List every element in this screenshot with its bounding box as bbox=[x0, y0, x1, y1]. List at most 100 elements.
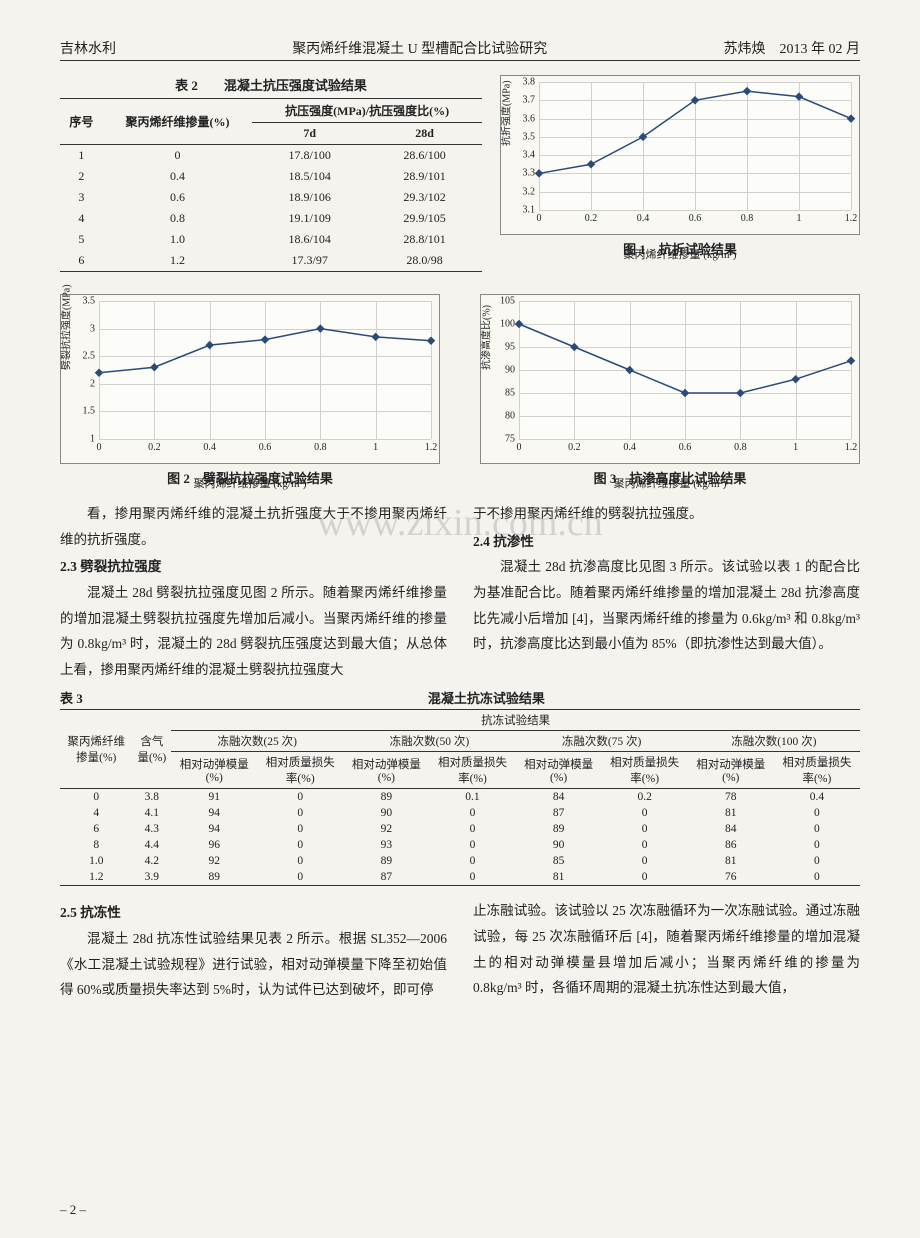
t3-subhead: 相对质量损失率(%) bbox=[774, 752, 860, 789]
table-cell: 0 bbox=[774, 837, 860, 853]
table-cell: 0 bbox=[602, 853, 688, 869]
table-2: 表 2 混凝土抗压强度试验结果 序号 聚丙烯纤维掺量(%) 抗压强度(MPa)/… bbox=[60, 75, 482, 272]
table-cell: 0 bbox=[429, 837, 515, 853]
table-cell: 28.9/101 bbox=[367, 166, 482, 187]
header-title: 聚丙烯纤维混凝土 U 型槽配合比试验研究 bbox=[116, 38, 724, 58]
col-left-lower: 2.5 抗冻性 混凝土 28d 抗冻性试验结果见表 2 所示。根据 SL352—… bbox=[60, 898, 447, 1003]
page: { "header": { "left": "吉林水利", "center": … bbox=[0, 0, 920, 1238]
table-cell: 28.6/100 bbox=[367, 145, 482, 167]
table-cell: 0 bbox=[774, 805, 860, 821]
table-cell: 0 bbox=[257, 805, 343, 821]
table-2-grid: 序号 聚丙烯纤维掺量(%) 抗压强度(MPa)/抗压强度比(%) 7d 28d … bbox=[60, 98, 482, 272]
header-left: 吉林水利 bbox=[60, 38, 116, 58]
chart-2-frame: 11.522.533.500.20.40.60.811.2劈裂抗拉强度(MPa)… bbox=[60, 294, 440, 464]
table-cell: 0 bbox=[602, 805, 688, 821]
table-cell: 0 bbox=[774, 869, 860, 886]
table-cell: 8 bbox=[60, 837, 133, 853]
table-cell: 89 bbox=[516, 821, 602, 837]
top-row: 表 2 混凝土抗压强度试验结果 序号 聚丙烯纤维掺量(%) 抗压强度(MPa)/… bbox=[60, 75, 860, 272]
th-seq: 序号 bbox=[60, 99, 103, 145]
table-cell: 89 bbox=[171, 869, 257, 886]
para-2-5-right: 止冻融试验。该试验以 25 次冻融循环为一次冻融试验。通过冻融试验，每 25 次… bbox=[473, 898, 860, 1001]
t3-subhead: 相对动弹模量(%) bbox=[343, 752, 429, 789]
table-cell: 87 bbox=[343, 869, 429, 886]
page-header: 吉林水利 聚丙烯纤维混凝土 U 型槽配合比试验研究 苏炜焕 2013 年 02 … bbox=[60, 38, 860, 61]
table-cell: 0 bbox=[602, 837, 688, 853]
t3-superhead: 抗冻试验结果 bbox=[171, 710, 860, 731]
table-cell: 0.8 bbox=[103, 208, 253, 229]
table-cell: 94 bbox=[171, 821, 257, 837]
table-3-grid: 聚丙烯纤维掺量(%) 含气量(%) 抗冻试验结果 冻融次数(25 次) 冻融次数… bbox=[60, 709, 860, 886]
heading-2-3: 2.3 劈裂抗拉强度 bbox=[60, 554, 447, 580]
table-cell: 0 bbox=[257, 789, 343, 806]
chart-1-frame: 3.13.23.33.43.53.63.73.800.20.40.60.811.… bbox=[500, 75, 860, 235]
chart-1: 3.13.23.33.43.53.63.73.800.20.40.60.811.… bbox=[500, 75, 860, 258]
mid-charts: 11.522.533.500.20.40.60.811.2劈裂抗拉强度(MPa)… bbox=[60, 294, 860, 487]
table-3-caption: 混凝土抗冻试验结果 bbox=[113, 688, 860, 707]
th-strength: 抗压强度(MPa)/抗压强度比(%) bbox=[252, 99, 482, 123]
chart-2: 11.522.533.500.20.40.60.811.2劈裂抗拉强度(MPa)… bbox=[60, 294, 440, 487]
table-cell: 18.5/104 bbox=[252, 166, 367, 187]
table-cell: 89 bbox=[343, 789, 429, 806]
table-cell: 1.2 bbox=[103, 250, 253, 272]
chart-3: 758085909510010500.20.40.60.811.2抗渗高度比(%… bbox=[480, 294, 860, 487]
table-cell: 1.0 bbox=[103, 229, 253, 250]
t3-subhead: 相对质量损失率(%) bbox=[257, 752, 343, 789]
table-cell: 0 bbox=[774, 821, 860, 837]
table-cell: 19.1/109 bbox=[252, 208, 367, 229]
th-7d: 7d bbox=[252, 123, 367, 145]
lower-columns: 2.5 抗冻性 混凝土 28d 抗冻性试验结果见表 2 所示。根据 SL352—… bbox=[60, 898, 860, 1003]
table-cell: 81 bbox=[688, 805, 774, 821]
table-cell: 78 bbox=[688, 789, 774, 806]
table-cell: 0 bbox=[429, 853, 515, 869]
t3-subhead: 相对质量损失率(%) bbox=[602, 752, 688, 789]
th-28d: 28d bbox=[367, 123, 482, 145]
table-cell: 84 bbox=[688, 821, 774, 837]
table-cell: 4.3 bbox=[133, 821, 172, 837]
table-cell: 0 bbox=[602, 869, 688, 886]
t3-subhead: 相对动弹模量(%) bbox=[516, 752, 602, 789]
table-cell: 0 bbox=[257, 853, 343, 869]
table-cell: 6 bbox=[60, 821, 133, 837]
table-cell: 0.6 bbox=[103, 187, 253, 208]
table-cell: 85 bbox=[516, 853, 602, 869]
table-cell: 87 bbox=[516, 805, 602, 821]
table-cell: 0 bbox=[257, 821, 343, 837]
table-cell: 1.2 bbox=[60, 869, 133, 886]
t3-col-fiber: 聚丙烯纤维掺量(%) bbox=[60, 710, 133, 789]
table-cell: 18.6/104 bbox=[252, 229, 367, 250]
table-cell: 81 bbox=[688, 853, 774, 869]
table-cell: 84 bbox=[516, 789, 602, 806]
watermark: www.zixin.com.cn bbox=[60, 501, 860, 545]
table-cell: 4.4 bbox=[133, 837, 172, 853]
table-cell: 0.4 bbox=[774, 789, 860, 806]
table-cell: 0 bbox=[429, 869, 515, 886]
table-cell: 92 bbox=[343, 821, 429, 837]
table-cell: 2 bbox=[60, 166, 103, 187]
heading-2-5: 2.5 抗冻性 bbox=[60, 900, 447, 926]
header-right: 苏炜焕 2013 年 02 月 bbox=[724, 38, 861, 58]
para-2-5-left: 混凝土 28d 抗冻性试验结果见表 2 所示。根据 SL352—2006《水工混… bbox=[60, 926, 447, 1003]
table-cell: 86 bbox=[688, 837, 774, 853]
table-cell: 0 bbox=[257, 869, 343, 886]
table-cell: 0.1 bbox=[429, 789, 515, 806]
t3-c25: 冻融次数(25 次) bbox=[171, 731, 343, 752]
para-2-3: 混凝土 28d 劈裂抗拉强度见图 2 所示。随着聚丙烯纤维掺量的增加混凝土劈裂抗… bbox=[60, 580, 447, 683]
table-cell: 96 bbox=[171, 837, 257, 853]
table-cell: 0.4 bbox=[103, 166, 253, 187]
table-cell: 17.8/100 bbox=[252, 145, 367, 167]
table-cell: 92 bbox=[171, 853, 257, 869]
table-cell: 0 bbox=[257, 837, 343, 853]
table-cell: 3 bbox=[60, 187, 103, 208]
table-cell: 29.3/102 bbox=[367, 187, 482, 208]
table-cell: 0 bbox=[429, 821, 515, 837]
table-cell: 81 bbox=[516, 869, 602, 886]
t3-c100: 冻融次数(100 次) bbox=[688, 731, 860, 752]
table-cell: 4 bbox=[60, 805, 133, 821]
table-cell: 29.9/105 bbox=[367, 208, 482, 229]
t3-col-air: 含气量(%) bbox=[133, 710, 172, 789]
table-cell: 91 bbox=[171, 789, 257, 806]
table-cell: 5 bbox=[60, 229, 103, 250]
table-cell: 0.2 bbox=[602, 789, 688, 806]
table-cell: 0 bbox=[60, 789, 133, 806]
